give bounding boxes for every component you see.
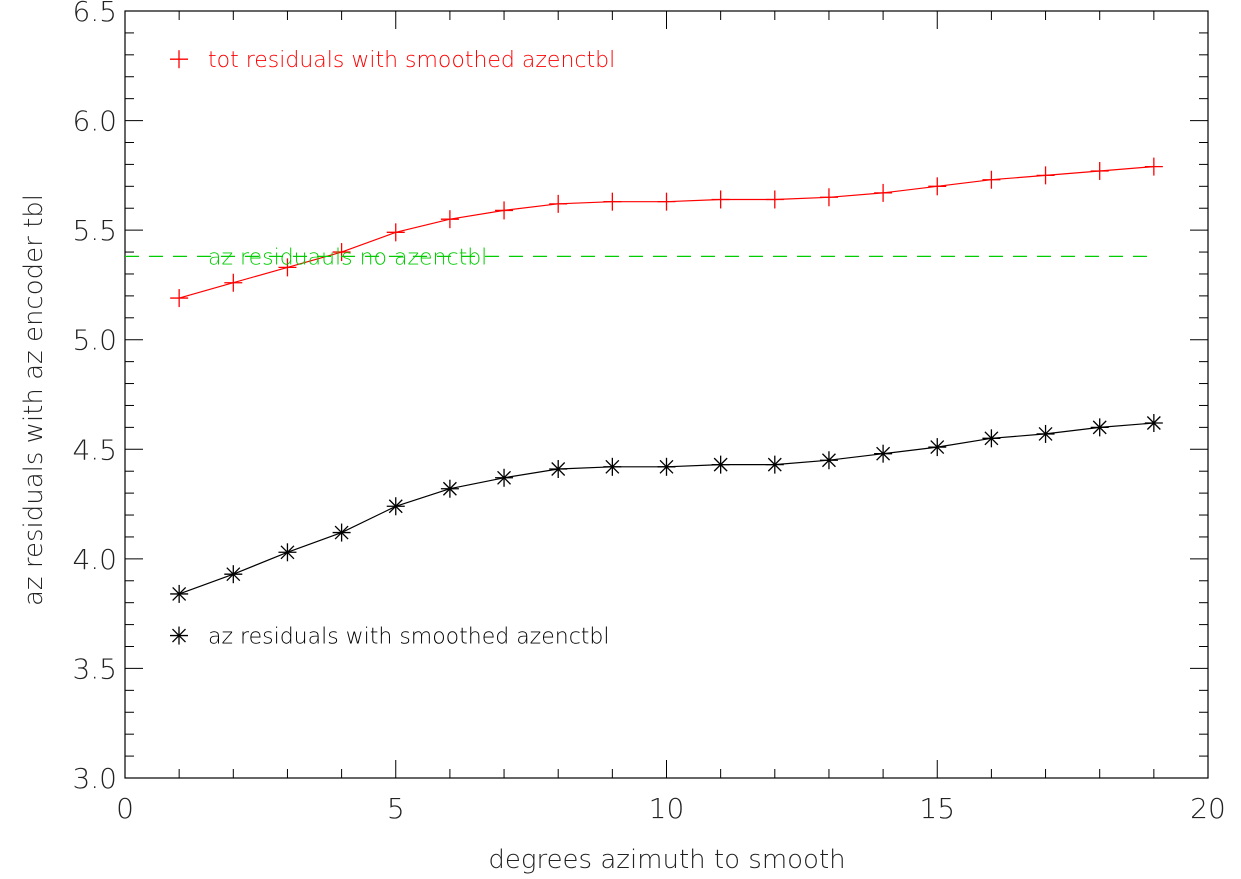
asterisk-marker-d2	[876, 446, 891, 461]
series-2-point	[170, 584, 189, 603]
series-2-point	[657, 457, 676, 476]
asterisk-marker-d2	[713, 457, 728, 472]
asterisk-marker-d2	[280, 545, 295, 560]
series-1-point	[1090, 161, 1109, 180]
series-1-point	[332, 243, 351, 262]
series-1-point	[711, 190, 730, 209]
series-2-point	[928, 438, 947, 457]
series-1-point	[874, 183, 893, 202]
y-tick-label: 5.0	[72, 324, 117, 357]
asterisk-marker-d2	[1092, 420, 1107, 435]
series-1-point	[278, 258, 297, 277]
asterisk-marker-d2	[605, 459, 620, 474]
series-1-point	[495, 201, 514, 220]
asterisk-marker-d2	[984, 431, 999, 446]
axes: 0 5 10 15 20 3.0 3.5 4.0 4.5 5.0 5.5 6.0 6.5	[72, 0, 1225, 825]
series-2-point	[386, 497, 405, 516]
y-tick-label: 5.5	[72, 214, 117, 247]
asterisk-marker-d2	[172, 586, 187, 601]
series-2-point	[874, 444, 893, 463]
series-1-point	[928, 177, 947, 196]
series-layer	[125, 157, 1163, 603]
series-1-point	[1036, 166, 1055, 185]
asterisk-marker-d2	[821, 453, 836, 468]
series-2-point	[549, 460, 568, 479]
legend-label-3: az residuals with smoothed azenctbl	[208, 625, 610, 650]
x-tick-label: 5	[387, 792, 405, 825]
y-tick-label: 3.5	[72, 652, 117, 685]
series-2-point	[278, 543, 297, 562]
legend-label-2: az residuauls no azenctbl	[208, 245, 487, 270]
y-tick-label: 3.0	[72, 762, 117, 795]
series-1-point	[982, 170, 1001, 189]
asterisk-marker-d2	[388, 499, 403, 514]
asterisk-marker-d2	[767, 457, 782, 472]
series-2-point	[765, 455, 784, 474]
series-1-point	[603, 192, 622, 211]
series-1-point	[170, 289, 189, 308]
legend-marker-3	[170, 626, 188, 645]
series-2-point	[711, 455, 730, 474]
asterisk-marker-d2	[1146, 416, 1161, 430]
y-axis-title: az residuals with az encoder tbl	[19, 194, 49, 606]
series-2-point	[1144, 413, 1163, 432]
y-tick-label: 4.0	[72, 543, 117, 576]
series-1-point	[224, 273, 243, 292]
series-2-point	[982, 429, 1001, 448]
series-2-point	[224, 565, 243, 584]
legend: tot residuals with smoothed azenctbl az r…	[170, 48, 615, 650]
series-1-point	[819, 188, 838, 207]
x-tick-label: 20	[1190, 792, 1226, 825]
asterisk-marker-d2	[1038, 426, 1053, 441]
asterisk-marker-d2	[497, 470, 512, 485]
asterisk-marker-d2	[226, 567, 241, 582]
series-2-point	[1036, 424, 1055, 443]
series-1-point	[765, 190, 784, 209]
series-2-point	[332, 523, 351, 542]
series-1-point	[440, 210, 459, 229]
x-axis-title: degrees azimuth to smooth	[488, 845, 845, 875]
x-tick-label: 10	[649, 792, 685, 825]
series-1-point	[657, 192, 676, 211]
y-tick-label: 6.0	[72, 105, 117, 138]
legend-label-1: tot residuals with smoothed azenctbl	[208, 48, 615, 73]
legend-marker-1	[170, 50, 188, 69]
y-tick-label: 4.5	[72, 433, 117, 466]
asterisk-marker-d2	[442, 481, 457, 496]
asterisk-marker-d2	[172, 628, 186, 643]
asterisk-marker-d2	[334, 525, 349, 540]
series-1-point	[549, 194, 568, 213]
series-2-point	[819, 451, 838, 470]
y-tick-label: 6.5	[72, 0, 117, 28]
asterisk-marker-d2	[659, 459, 674, 474]
series-2-point	[1090, 418, 1109, 437]
series-2-point	[495, 468, 514, 487]
x-tick-label: 15	[919, 792, 955, 825]
x-tick-label: 0	[116, 792, 134, 825]
asterisk-marker-d2	[551, 462, 566, 476]
series-1-point	[1144, 157, 1163, 176]
series-2-point	[603, 457, 622, 476]
series-1-point	[386, 223, 405, 242]
series-2-point	[440, 479, 459, 498]
asterisk-marker-d2	[930, 440, 945, 455]
